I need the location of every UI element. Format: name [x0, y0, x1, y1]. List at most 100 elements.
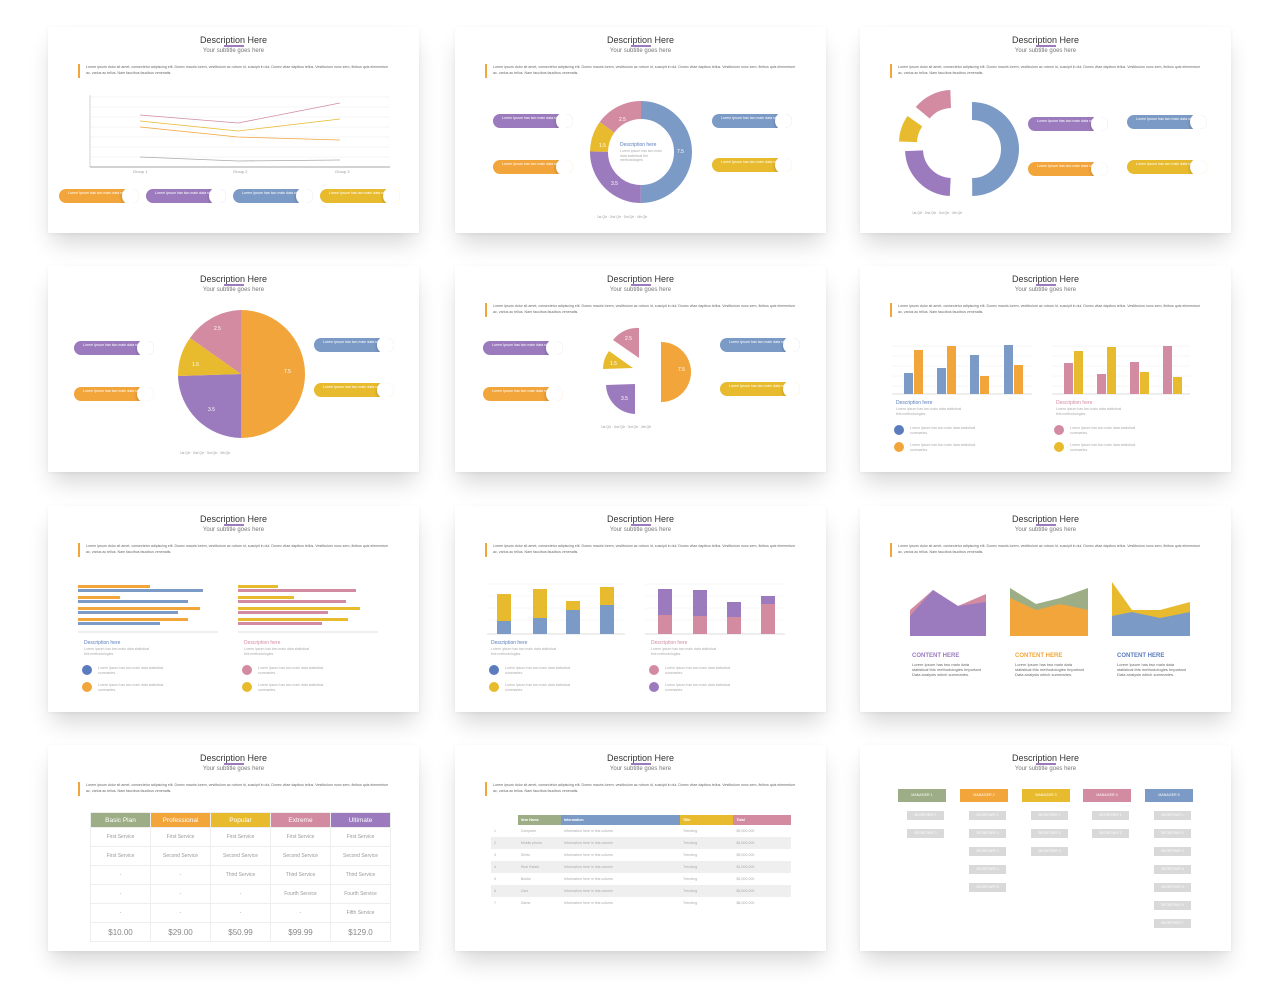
list-icon — [383, 189, 400, 203]
donut-center-title: Description here — [620, 142, 657, 148]
info-pill[interactable]: Lorem Ipsum has two main data statistica… — [320, 189, 400, 203]
megaphone-icon — [783, 338, 800, 352]
info-pill[interactable]: Lorem Ipsum has two main data statistica… — [712, 114, 792, 128]
slide-horizontal-bars[interactable]: Description Here Your subtitle goes here… — [48, 506, 419, 712]
slide-subtitle: Your subtitle goes here — [609, 766, 672, 772]
slice-label: 3.5 — [611, 181, 618, 187]
secretary-box[interactable]: SECRETARY 3 — [1154, 847, 1191, 856]
secretary-box[interactable]: SECRETARY 2 — [969, 829, 1006, 838]
info-pill[interactable]: Lorem Ipsum has two main data statistica… — [1127, 115, 1207, 129]
slice-label: 7.5 — [677, 149, 684, 155]
info-pill[interactable]: Lorem Ipsum has two main data statistica… — [712, 158, 792, 172]
intro-paragraph: Lorem ipsum dolor sit amet, consectetur … — [890, 64, 1203, 78]
slide-exploded-donut[interactable]: Description Here Your subtitle goes here… — [860, 27, 1231, 233]
info-pill[interactable]: Lorem Ipsum has two main data statistica… — [146, 189, 226, 203]
intro-paragraph: Lorem ipsum dolor sit amet, consectetur … — [890, 543, 1203, 557]
chart-icon — [556, 160, 573, 174]
check-icon — [242, 682, 252, 692]
slide-stacked-columns[interactable]: Description Here Your subtitle goes here… — [455, 506, 826, 712]
slide-org-chart[interactable]: Description Here Your subtitle goes here… — [860, 745, 1231, 951]
info-pill[interactable]: Lorem Ipsum has two main data statistica… — [493, 160, 573, 174]
manager-box[interactable]: MANAGER 1 — [898, 789, 946, 802]
info-pill[interactable]: Lorem Ipsum has two main data statistica… — [233, 189, 313, 203]
slide-column-charts[interactable]: Description Here Your subtitle goes here… — [860, 266, 1231, 472]
table-row: 4 Real Estate Information here in this col… — [491, 861, 791, 873]
slide-subtitle: Your subtitle goes here — [609, 287, 672, 293]
slide-pie-chart[interactable]: Description Here Your subtitle goes here… — [48, 266, 419, 472]
slide-items-table[interactable]: Description Here Your subtitle goes here… — [455, 745, 826, 951]
info-pill[interactable]: Lorem Ipsum has two main data statistica… — [59, 189, 139, 203]
column-header: Total — [733, 815, 791, 825]
secretary-box[interactable]: SECRETARY 2 — [1031, 829, 1068, 838]
slide-exploded-pie[interactable]: Description Here Your subtitle goes here… — [455, 266, 826, 472]
secretary-box[interactable]: SECRETARY 5 — [1154, 883, 1191, 892]
slide-line-chart[interactable]: Description Here Your subtitle goes here… — [48, 27, 419, 233]
table-row: 7 Game Information here in this column Tren… — [494, 901, 755, 905]
manager-box[interactable]: MANAGER 4 — [1083, 789, 1131, 802]
exploded-donut-chart — [899, 90, 1019, 196]
secretary-box[interactable]: SECRETARY 1 — [1031, 811, 1068, 820]
secretary-box[interactable]: SECRETARY 4 — [969, 865, 1006, 874]
table-row: 3 Shirts Information here in this column Tr… — [494, 853, 755, 857]
globe-icon — [1091, 117, 1108, 131]
info-pill[interactable]: Lorem Ipsum has two main data statistica… — [74, 341, 154, 355]
secretary-box[interactable]: SECRETARY 2 — [1092, 829, 1129, 838]
manager-box[interactable]: MANAGER 5 — [1145, 789, 1193, 802]
slice-label: 7.5 — [678, 367, 685, 373]
secretary-box[interactable]: SECRETARY 3 — [969, 847, 1006, 856]
table-row: - - Third Service Third Service Third Servic… — [90, 865, 391, 885]
info-pill[interactable]: Lorem Ipsum has two main data statistica… — [314, 338, 394, 352]
secretary-box[interactable]: SECRETARY 5 — [969, 883, 1006, 892]
secretary-box[interactable]: SECRETARY 2 — [1154, 829, 1191, 838]
secretary-box[interactable]: SECRETARY 6 — [1154, 901, 1191, 910]
desc-caption: Description here — [244, 640, 281, 646]
info-pill[interactable]: Lorem Ipsum has two main data statistica… — [720, 382, 800, 396]
pill-text: Lorem Ipsum has two main data statistica… — [83, 343, 150, 347]
megaphone-icon — [775, 114, 792, 128]
info-pill[interactable]: Lorem Ipsum has two main data statistica… — [1028, 162, 1108, 176]
secretary-box[interactable]: SECRETARY 7 — [1154, 919, 1191, 928]
slide-donut-chart[interactable]: Description Here Your subtitle goes here… — [455, 27, 826, 233]
info-pill[interactable]: Lorem Ipsum has two main data statistica… — [74, 387, 154, 401]
secretary-box[interactable]: SECRETARY 1 — [1092, 811, 1129, 820]
table-row: - - - - Fifth Service — [90, 903, 391, 923]
check-icon — [894, 442, 904, 452]
secretary-box[interactable]: SECRETARY 4 — [1154, 865, 1191, 874]
manager-box[interactable]: MANAGER 3 — [1022, 789, 1070, 802]
pill-text: Lorem Ipsum has two main data statistica… — [729, 340, 796, 344]
check-text: Lorem Ipsum has two main data statistica… — [1070, 426, 1136, 435]
secretary-box[interactable]: SECRETARY 1 — [969, 811, 1006, 820]
info-pill[interactable]: Lorem Ipsum has two main data statistica… — [314, 383, 394, 397]
slide-area-charts[interactable]: Description Here Your subtitle goes here… — [860, 506, 1231, 712]
slide-title: Description Here — [199, 274, 268, 284]
pill-text: Lorem Ipsum has two main data statistica… — [155, 191, 222, 195]
legend: 1st Qtr · 2nd Qtr · 3rd Qtr · 4th Qtr — [180, 451, 231, 455]
title-underline — [223, 763, 244, 765]
secretary-box[interactable]: SECRETARY 1 — [907, 811, 944, 820]
globe-icon — [546, 341, 563, 355]
intro-paragraph: Lorem ipsum dolor sit amet, consectetur … — [890, 303, 1203, 317]
title-underline — [1035, 524, 1056, 526]
info-pill[interactable]: Lorem Ipsum has two main data statistica… — [483, 341, 563, 355]
manager-box[interactable]: MANAGER 2 — [960, 789, 1008, 802]
pricing-table: Basic Plan Professional Popular Extreme … — [90, 812, 391, 942]
info-pill[interactable]: Lorem Ipsum has two main data statistica… — [1127, 160, 1207, 174]
secretary-box[interactable]: SECRETARY 3 — [1031, 847, 1068, 856]
slice-label: 1.5 — [599, 143, 606, 149]
secretary-box[interactable]: SECRETARY 1 — [1154, 811, 1191, 820]
info-pill[interactable]: Lorem Ipsum has two main data statistica… — [1028, 117, 1108, 131]
slide-pricing-table[interactable]: Description Here Your subtitle goes here… — [48, 745, 419, 951]
check-text: Lorem Ipsum has two main data statistica… — [665, 683, 731, 692]
info-pill[interactable]: Lorem Ipsum has two main data statistica… — [483, 387, 563, 401]
info-pill[interactable]: Lorem Ipsum has two main data statistica… — [493, 114, 573, 128]
info-pill[interactable]: Lorem Ipsum has two main data statistica… — [720, 338, 800, 352]
slice-label: 3.5 — [208, 407, 215, 413]
check-icon — [1054, 425, 1064, 435]
title-underline — [1035, 763, 1056, 765]
desc-body: Lorem Ipsum has two main data statistica… — [491, 647, 557, 656]
check-icon — [1054, 442, 1064, 452]
pill-text: Lorem Ipsum has two main data statistica… — [502, 162, 569, 166]
pill-text: Lorem Ipsum has two main data statistica… — [502, 116, 569, 120]
secretary-box[interactable]: SECRETARY 2 — [907, 829, 944, 838]
intro-paragraph: Lorem ipsum dolor sit amet, consectetur … — [485, 303, 798, 317]
